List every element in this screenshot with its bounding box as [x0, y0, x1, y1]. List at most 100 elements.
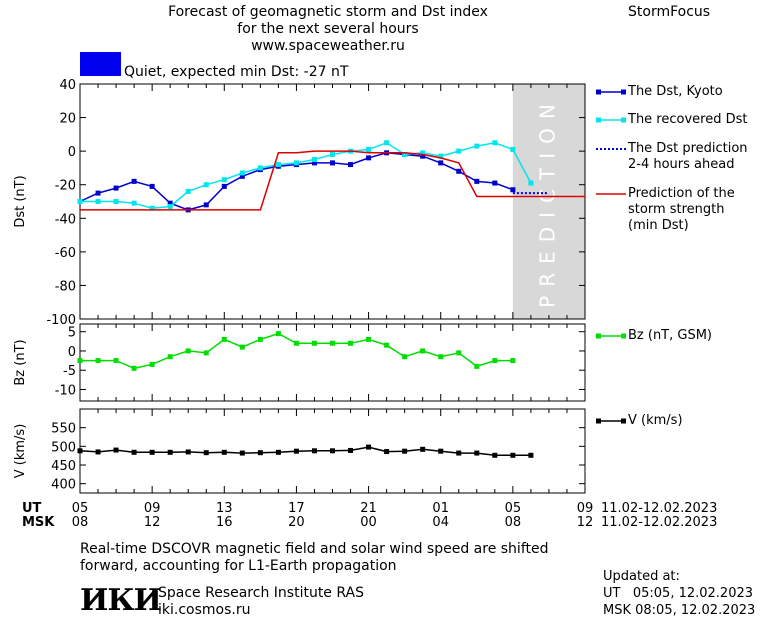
data-point — [311, 340, 317, 346]
iki-logo: ИКИ — [80, 583, 162, 618]
legend-label: The recovered Dst — [628, 112, 748, 127]
data-point — [528, 452, 534, 458]
data-point — [510, 452, 516, 458]
data-point — [384, 342, 390, 348]
ut-tick-label: 05 — [504, 501, 522, 516]
y-tick-label: 0 — [68, 345, 76, 360]
data-point — [239, 173, 245, 179]
data-point — [366, 155, 372, 161]
data-point — [456, 148, 462, 154]
status-color-swatch — [80, 52, 121, 76]
updated-msk: MSK 08:05, 12.02.2023 — [603, 603, 756, 618]
series-line — [80, 332, 513, 370]
msk-tick-label: 12 — [576, 515, 594, 530]
institute-site[interactable]: iki.cosmos.ru — [158, 602, 251, 618]
data-point — [474, 143, 480, 149]
data-point — [239, 344, 245, 350]
data-point — [438, 160, 444, 166]
ut-tick-label: 17 — [288, 501, 305, 516]
data-point — [311, 157, 317, 163]
legend-swatch — [596, 418, 626, 424]
data-point — [293, 448, 299, 454]
legend-swatch — [596, 148, 626, 150]
legend-swatch-marker — [621, 418, 626, 424]
data-point — [113, 447, 119, 453]
data-point — [492, 452, 498, 458]
msk-tick-label: 20 — [288, 515, 305, 530]
data-point — [384, 140, 390, 146]
data-point — [131, 449, 137, 455]
institute-name: Space Research Institute RAS — [158, 585, 364, 601]
data-point — [510, 146, 516, 152]
data-point — [420, 446, 426, 452]
data-point — [402, 354, 408, 360]
msk-axis-label: MSK — [22, 515, 55, 530]
data-point — [510, 187, 516, 193]
data-point — [275, 162, 281, 168]
data-point — [221, 177, 227, 183]
data-point — [438, 153, 444, 159]
ut-tick-label: 09 — [143, 501, 161, 516]
site-url[interactable]: www.spaceweather.ru — [251, 38, 405, 54]
data-point — [185, 188, 191, 194]
msk-date-range: 11.02-12.02.2023 — [601, 515, 718, 530]
data-point — [492, 180, 498, 186]
data-point — [239, 170, 245, 176]
data-point — [474, 363, 480, 369]
ut-tick-label: 09 — [576, 501, 594, 516]
data-point — [149, 205, 155, 211]
series-line — [80, 141, 532, 209]
y-tick-label: 550 — [51, 422, 76, 437]
data-point — [293, 160, 299, 166]
prediction-label: PREDICTION — [535, 95, 559, 308]
data-point — [275, 449, 281, 455]
data-point — [330, 160, 335, 166]
series-line — [79, 446, 531, 457]
data-point — [167, 204, 173, 210]
data-point — [131, 200, 137, 206]
propagation-note-line1: Real-time DSCOVR magnetic field and sola… — [80, 541, 549, 557]
data-point — [95, 199, 101, 204]
data-point — [402, 448, 408, 454]
data-point — [420, 153, 426, 159]
panel-1: 5 0 -5 -10 Bz (nT) — [13, 323, 586, 402]
page-subtitle: for the next several hours — [237, 21, 419, 37]
updated-ut: UT 05:05, 12.02.2023 — [603, 586, 754, 601]
ut-axis-label: UT — [22, 501, 42, 516]
data-point — [113, 185, 119, 191]
data-point — [528, 180, 534, 186]
y-tick-label: -10 — [55, 383, 76, 398]
data-point — [348, 447, 354, 453]
data-point — [149, 449, 155, 455]
legend-swatch-marker — [596, 418, 601, 424]
data-point — [113, 358, 119, 364]
data-point — [77, 199, 83, 204]
data-point — [510, 358, 516, 364]
data-point — [113, 199, 119, 204]
data-point — [257, 165, 263, 171]
brand-name: StormFocus — [628, 4, 711, 20]
data-point — [149, 361, 155, 367]
y-axis-label: Bz (nT) — [13, 339, 28, 385]
data-point — [95, 190, 101, 196]
ut-tick-label: 05 — [71, 501, 89, 516]
y-axis-label: V (km/s) — [13, 424, 28, 479]
data-point — [275, 331, 281, 337]
data-point — [366, 146, 372, 152]
data-point — [203, 450, 209, 456]
panel-0: PREDICTION 40 20 0 -20 -40 -60 -80 -100 Dst (nT) — [13, 78, 586, 328]
data-point — [203, 350, 209, 356]
data-point — [167, 354, 173, 360]
data-point — [293, 340, 299, 346]
legend-label: The Dst, Kyoto — [628, 84, 723, 99]
y-tick-label: -5 — [63, 364, 76, 379]
status-text: Quiet, expected min Dst: -27 nT — [124, 64, 349, 80]
data-point — [456, 450, 462, 456]
y-tick-label: -80 — [55, 279, 76, 294]
y-tick-label: 5 — [68, 326, 76, 341]
legend-swatch-marker — [621, 333, 626, 339]
data-point — [420, 348, 426, 354]
legend-swatch-marker — [596, 333, 601, 339]
data-point — [456, 350, 462, 356]
